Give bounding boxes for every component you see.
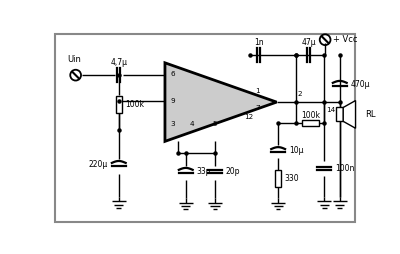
Text: 14: 14 bbox=[326, 107, 335, 113]
Text: 470μ: 470μ bbox=[350, 80, 370, 89]
Text: 220μ: 220μ bbox=[89, 160, 108, 169]
Text: 100k: 100k bbox=[301, 111, 320, 120]
Text: 47μ: 47μ bbox=[302, 38, 316, 47]
Text: 4,7μ: 4,7μ bbox=[110, 58, 127, 67]
Text: 12: 12 bbox=[244, 115, 254, 120]
Bar bbox=[116, 96, 122, 113]
Text: 330: 330 bbox=[284, 174, 299, 183]
Text: 1n: 1n bbox=[254, 38, 264, 47]
Text: Uin: Uin bbox=[67, 55, 81, 64]
Text: 3: 3 bbox=[170, 121, 175, 128]
Text: 9: 9 bbox=[170, 98, 175, 104]
Text: 100n: 100n bbox=[335, 164, 354, 173]
Bar bbox=[302, 120, 319, 126]
Text: 1: 1 bbox=[255, 88, 260, 94]
Text: 7: 7 bbox=[255, 105, 260, 111]
Polygon shape bbox=[343, 101, 356, 128]
Bar bbox=[275, 170, 281, 187]
Text: 20p: 20p bbox=[226, 167, 240, 176]
Text: 6: 6 bbox=[170, 71, 175, 77]
Text: + Vcc: + Vcc bbox=[333, 35, 357, 44]
Bar bbox=[336, 107, 343, 121]
Text: 10μ: 10μ bbox=[289, 146, 304, 155]
Polygon shape bbox=[165, 63, 277, 141]
Text: RL: RL bbox=[365, 110, 376, 119]
Text: 5: 5 bbox=[213, 121, 217, 128]
Text: 2: 2 bbox=[297, 91, 302, 97]
Text: 100k: 100k bbox=[125, 100, 144, 109]
Text: 33μ: 33μ bbox=[196, 167, 211, 176]
Text: 4: 4 bbox=[190, 121, 194, 128]
